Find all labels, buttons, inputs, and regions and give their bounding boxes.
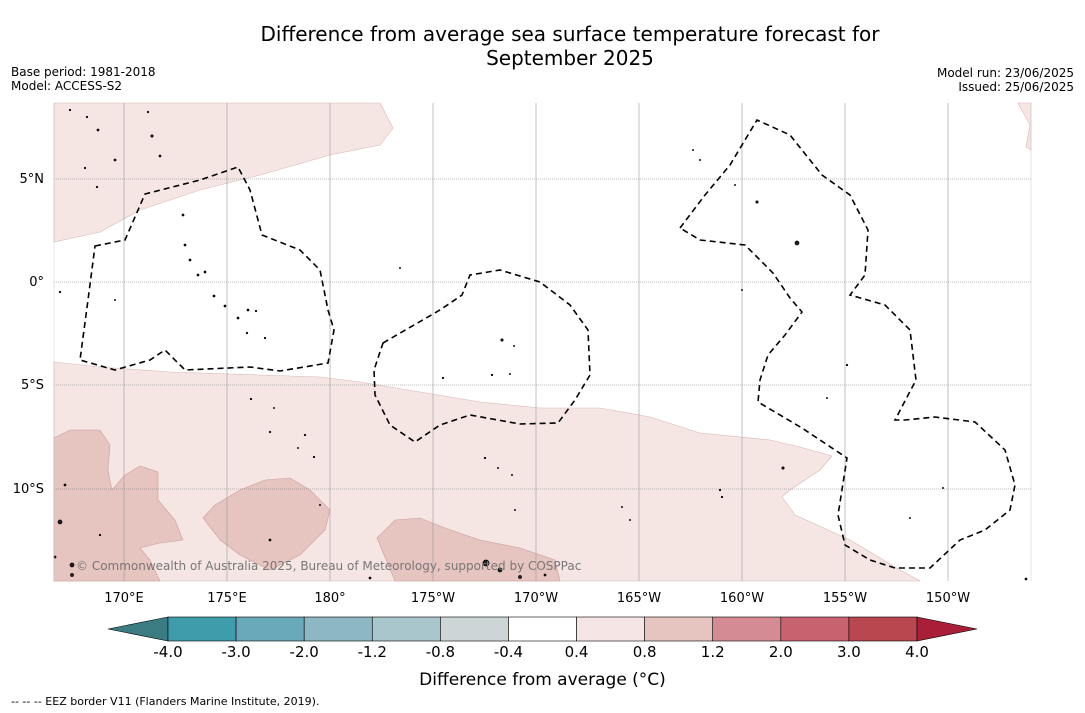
base-period: Base period: 1981-2018 bbox=[11, 65, 156, 79]
colorbar-tick-label: -4.0 bbox=[153, 643, 183, 661]
lon-label-180: 180° bbox=[314, 591, 345, 606]
gridlines bbox=[54, 178, 1031, 490]
colorbar-segment bbox=[712, 616, 782, 642]
lon-label-170e: 170°E bbox=[104, 591, 144, 606]
colorbar-tick-label: 3.0 bbox=[836, 643, 861, 661]
eez-border-central bbox=[373, 269, 591, 443]
lon-label-155w: 155°W bbox=[823, 591, 867, 606]
gridlines-vertical bbox=[123, 103, 949, 581]
colorbar-tick-label: 1.2 bbox=[700, 643, 725, 661]
colorbar-tick-label: -2.0 bbox=[289, 643, 319, 661]
title-line-1: Difference from average sea surface temp… bbox=[260, 22, 880, 46]
eez-border-west bbox=[79, 166, 335, 372]
issued-date: Issued: 25/06/2025 bbox=[958, 80, 1074, 94]
lon-label-160w: 160°W bbox=[720, 591, 764, 606]
colorbar-under-arrow bbox=[107, 616, 169, 642]
eez-border-east bbox=[678, 118, 1016, 569]
meta-right: Model run: 23/06/2025 Issued: 25/06/2025 bbox=[937, 66, 1074, 94]
colorbar-tick-label: -3.0 bbox=[221, 643, 251, 661]
colorbar-tick-label: 0.8 bbox=[632, 643, 657, 661]
colorbar-over-arrow bbox=[916, 616, 978, 642]
title-line-2: September 2025 bbox=[486, 46, 654, 70]
colorbar-segment bbox=[848, 616, 918, 642]
anomaly-blob-3 bbox=[376, 517, 561, 582]
colorbar-segment bbox=[167, 616, 237, 642]
lon-label-150w: 150°W bbox=[926, 591, 970, 606]
colorbar-segment bbox=[440, 616, 509, 642]
eez-borders bbox=[79, 118, 1016, 569]
model-name: Model: ACCESS-S2 bbox=[11, 79, 123, 93]
islands bbox=[53, 108, 1028, 581]
meta-left: Base period: 1981-2018 Model: ACCESS-S2 bbox=[11, 65, 156, 93]
colorbar-tick-label: 0.4 bbox=[564, 643, 589, 661]
colorbar-tick-label: -0.4 bbox=[493, 643, 524, 661]
lat-label-0: 0° bbox=[29, 275, 44, 290]
colorbar-segment bbox=[303, 616, 373, 642]
lon-label-165w: 165°W bbox=[617, 591, 661, 606]
colorbar-segment bbox=[235, 616, 305, 642]
colorbar bbox=[107, 616, 978, 642]
anomaly-region-top-right bbox=[1017, 102, 1032, 151]
colorbar-segment bbox=[644, 616, 714, 642]
model-run: Model run: 23/06/2025 bbox=[936, 66, 1074, 80]
anomaly-blob-1 bbox=[53, 429, 184, 582]
colorbar-tick-label: -1.2 bbox=[357, 643, 387, 661]
lon-label-170w: 170°W bbox=[514, 591, 558, 606]
colorbar-segment bbox=[780, 616, 850, 642]
colorbar-segment bbox=[371, 616, 441, 642]
eez-footnote: -- -- -- EEZ border V11 (Flanders Marine… bbox=[11, 695, 320, 708]
lat-label-5s: 5°S bbox=[21, 378, 44, 393]
lat-label-10s: 10°S bbox=[13, 482, 44, 497]
attribution: © Commonwealth of Australia 2025, Bureau… bbox=[76, 559, 581, 573]
lat-label-5n: 5°N bbox=[20, 172, 45, 187]
map-title: Difference from average sea surface temp… bbox=[220, 22, 920, 70]
colorbar-segment bbox=[576, 616, 645, 642]
colorbar-tick-label: -0.8 bbox=[425, 643, 455, 661]
lon-label-175e: 175°E bbox=[207, 591, 247, 606]
colorbar-tick-label: 4.0 bbox=[905, 643, 929, 661]
colorbar-label: Difference from average (°C) bbox=[419, 670, 666, 690]
lon-label-175w: 175°W bbox=[411, 591, 455, 606]
colorbar-tick-label: 2.0 bbox=[768, 643, 793, 661]
colorbar-segment bbox=[508, 616, 577, 642]
